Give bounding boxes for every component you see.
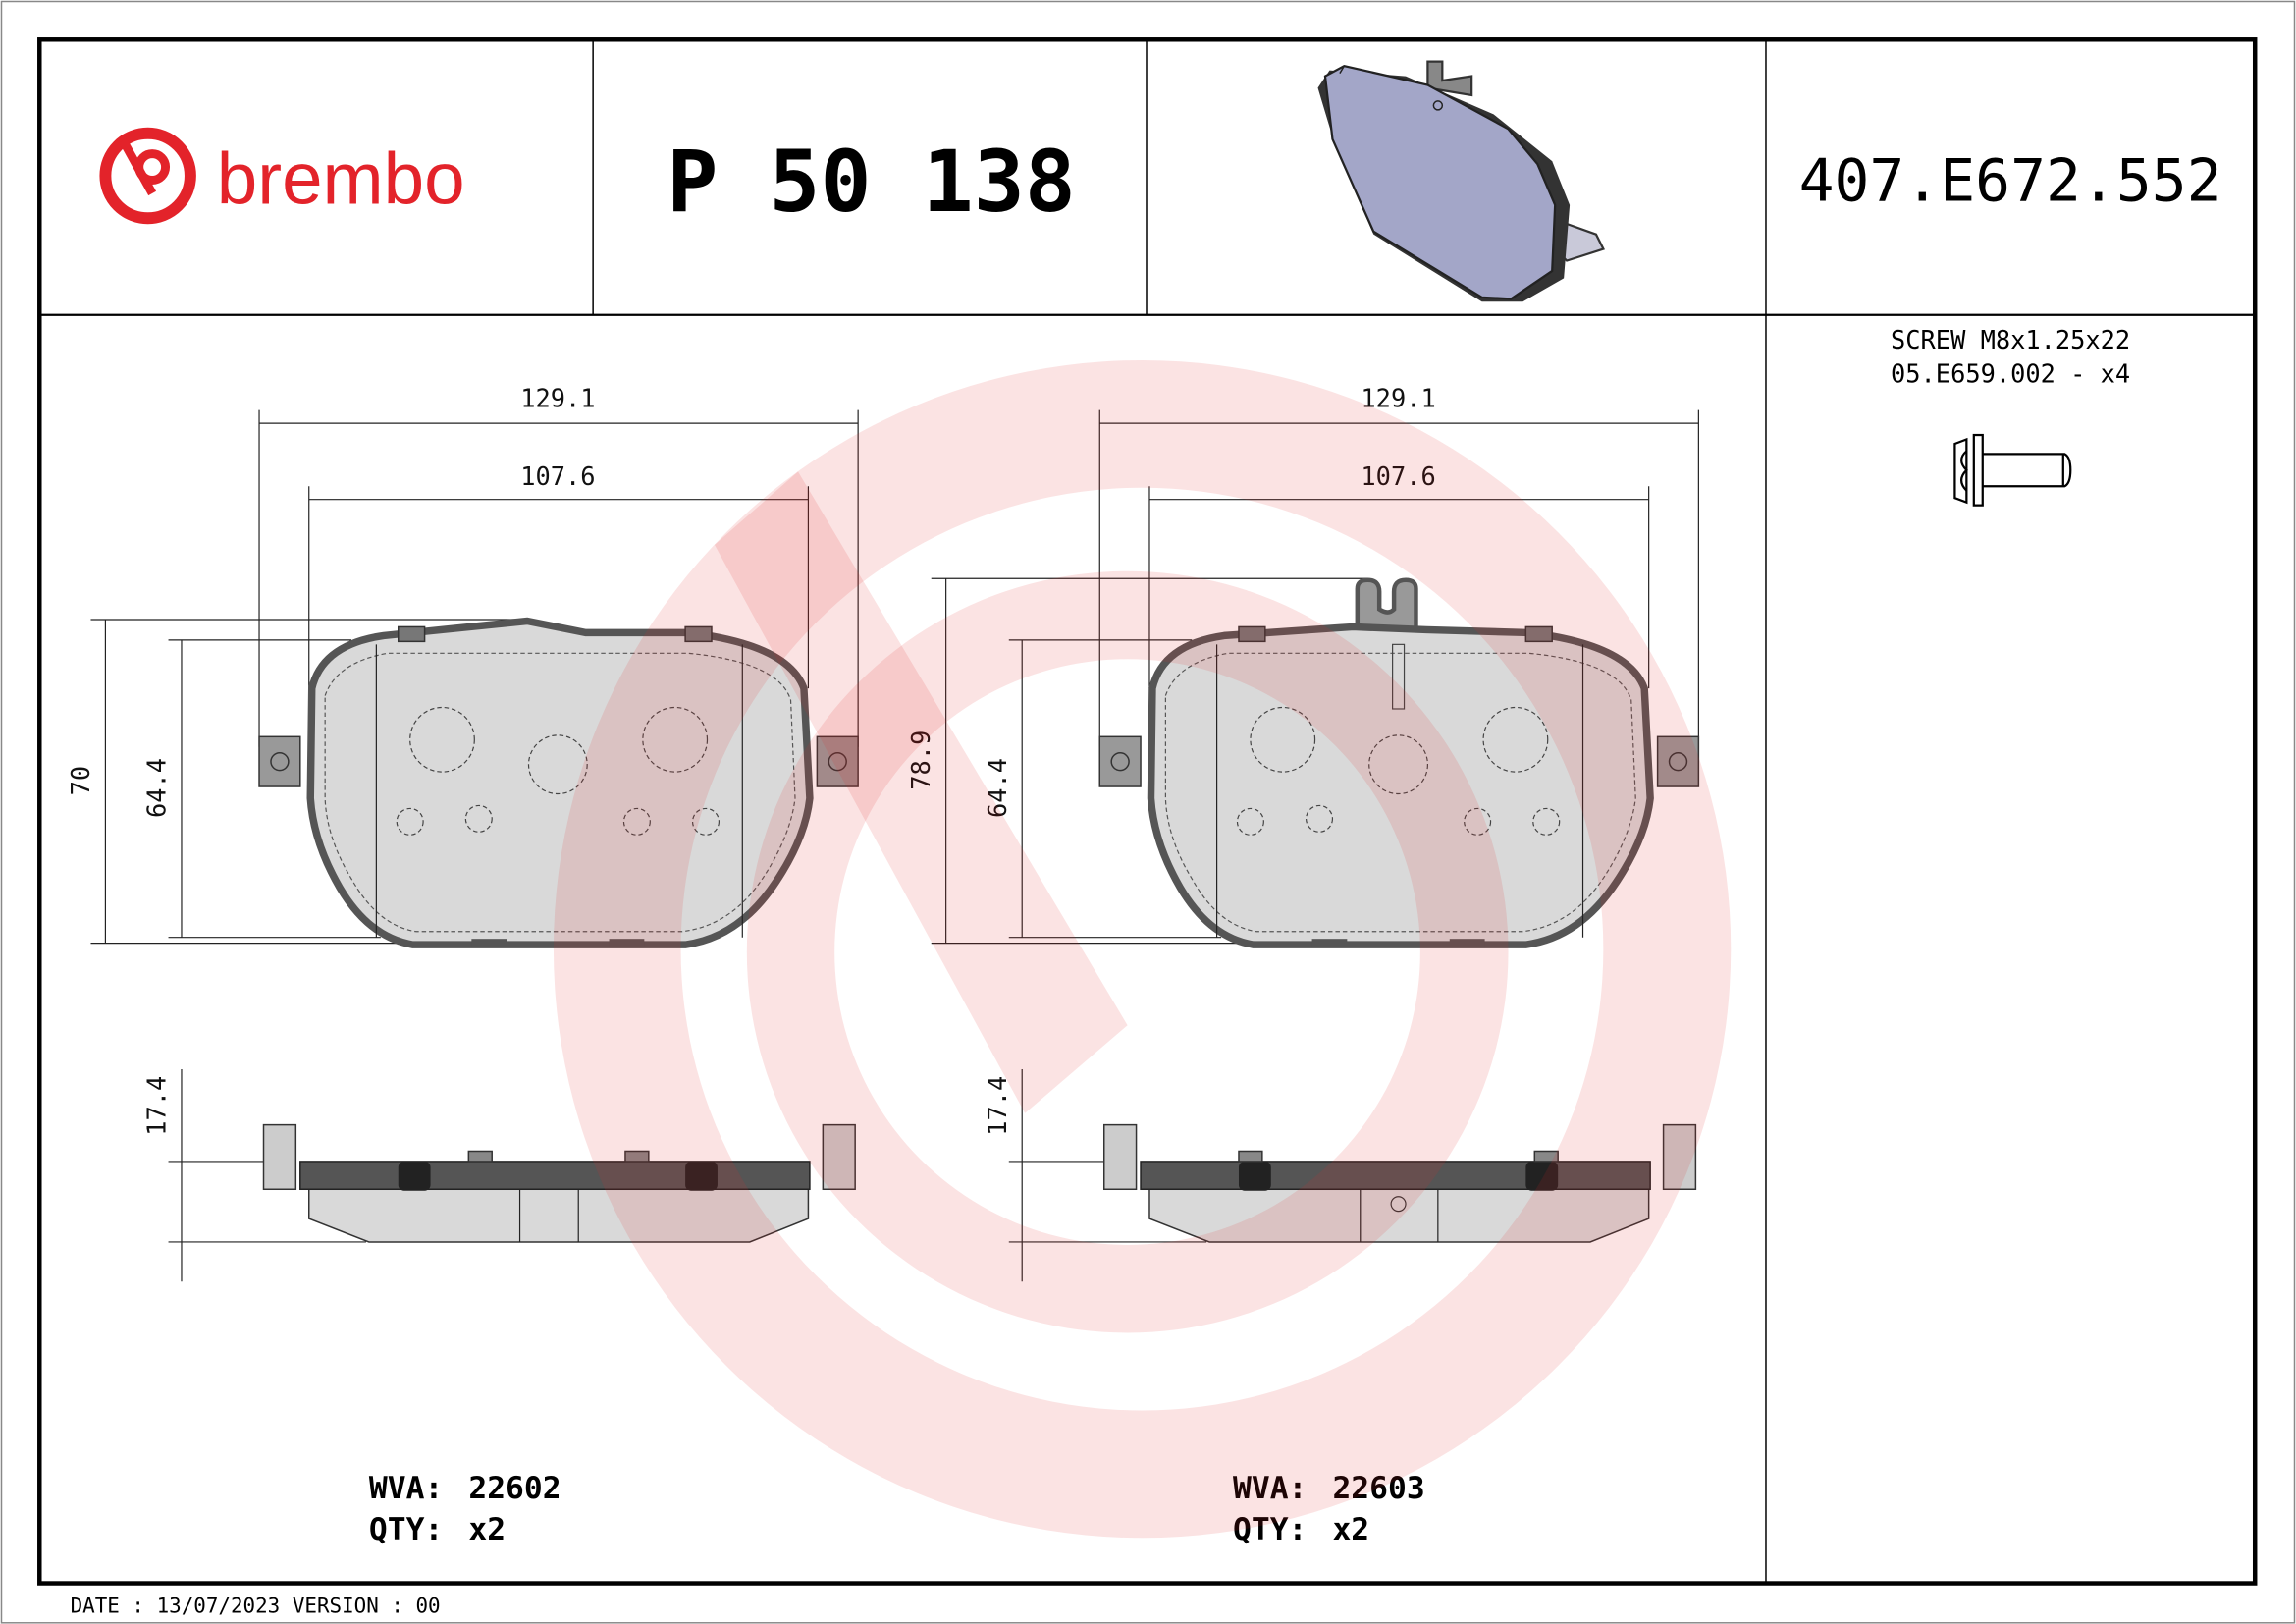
wva-number: 22603 [1332, 1471, 1424, 1506]
brembo-watermark-logo [553, 359, 1732, 1539]
brake-pad-preview-image [1317, 60, 1605, 302]
wva-number: 22602 [468, 1471, 561, 1506]
dim-width-outer: 129.1 [1361, 384, 1435, 413]
dim-height-pad: 64.4 [983, 758, 1012, 818]
wva-label: WVA: [369, 1471, 443, 1506]
dim-height-total: 70 [66, 766, 95, 796]
dim-width-outer: 129.1 [520, 384, 595, 413]
dim-height-pad: 64.4 [142, 758, 172, 818]
dim-height-total: 78.9 [906, 731, 935, 790]
accessory-code-qty: 05.E659.002 - x4 [1891, 358, 2130, 388]
drawing-frame [37, 37, 2258, 1586]
qty-label: QTY: [1233, 1512, 1307, 1547]
dim-thickness: 17.4 [142, 1076, 172, 1136]
qty-label: QTY: [369, 1512, 443, 1547]
accessory-description: SCREW M8x1.25x22 [1891, 325, 2130, 354]
brembo-logo: brembo [99, 127, 465, 225]
part-number: P 50 138 [667, 134, 1076, 232]
wva-label: WVA: [1233, 1471, 1307, 1506]
qty-value: x2 [1332, 1512, 1369, 1547]
reference-code: 407.E672.552 [1799, 147, 2222, 215]
dim-thickness: 17.4 [983, 1076, 1012, 1136]
brand-name: brembo [217, 136, 465, 219]
dim-width-inner: 107.6 [520, 461, 595, 491]
date-version: DATE : 13/07/2023 VERSION : 00 [71, 1594, 441, 1617]
qty-value: x2 [468, 1512, 506, 1547]
pad-drawing-1: 129.1 107.6 70 64.4 17.4 WVA: 22 [66, 384, 859, 1547]
screw-icon [1953, 433, 2072, 507]
pad-drawing-2: 129.1 107.6 78.9 64.4 17.4 WVA: [906, 384, 1700, 1547]
dim-width-inner: 107.6 [1361, 461, 1435, 491]
